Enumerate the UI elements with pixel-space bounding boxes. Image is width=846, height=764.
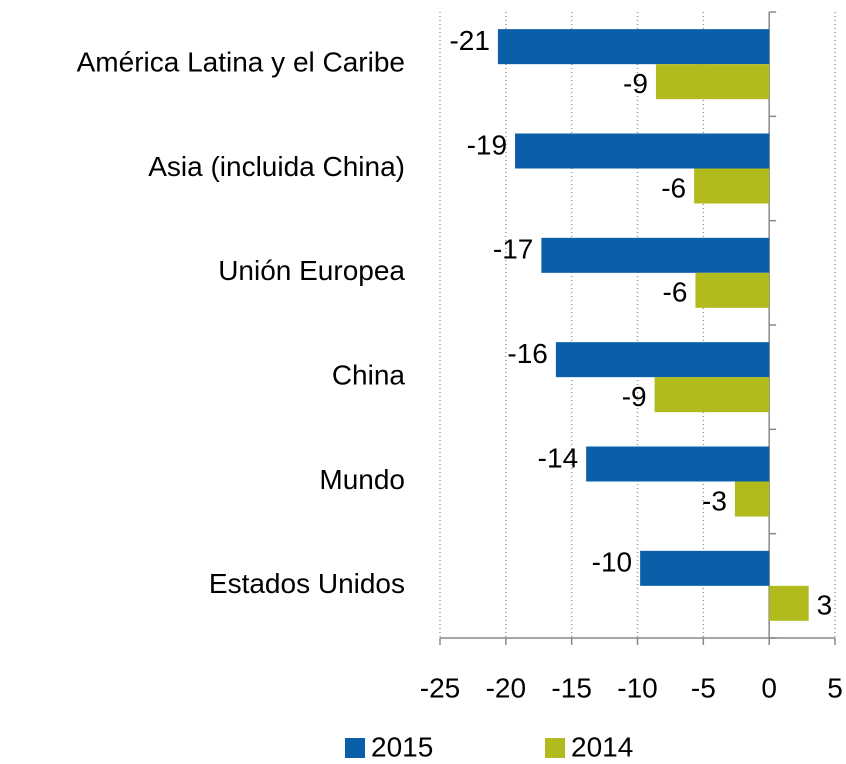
data-label: -16 [507, 338, 547, 369]
y-tick-label: Asia (incluida China) [148, 151, 405, 182]
y-tick-label: Mundo [319, 464, 405, 495]
x-tick-label: 5 [827, 672, 843, 703]
y-tick-label: Unión Europea [218, 255, 405, 286]
legend-label: 2015 [371, 731, 433, 762]
data-label: -9 [623, 68, 648, 99]
y-tick-label: Estados Unidos [209, 568, 405, 599]
bar [734, 481, 770, 517]
x-tick-label: 0 [761, 672, 777, 703]
x-tick-label: -10 [617, 672, 657, 703]
bar [695, 272, 770, 308]
bar [555, 342, 770, 378]
y-tick-label: China [332, 360, 406, 391]
bar [541, 237, 770, 273]
bar [655, 64, 770, 100]
x-tick-label: -20 [486, 672, 526, 703]
data-label: -21 [449, 25, 489, 56]
bar [497, 29, 770, 65]
x-tick-label: -25 [420, 672, 460, 703]
x-tick-label: -15 [551, 672, 591, 703]
data-label: -3 [702, 485, 727, 516]
bar [586, 446, 770, 482]
bar [640, 550, 770, 586]
legend-swatch [345, 738, 365, 758]
bar [654, 377, 770, 413]
y-tick-label: América Latina y el Caribe [77, 47, 405, 78]
legend-swatch [545, 738, 565, 758]
legend-label: 2014 [571, 731, 633, 762]
data-label: -14 [538, 442, 578, 473]
data-label: -10 [592, 547, 632, 578]
data-label: -9 [622, 381, 647, 412]
data-label: -6 [661, 172, 686, 203]
x-tick-label: -5 [691, 672, 716, 703]
bar [769, 585, 809, 621]
bar [515, 133, 770, 169]
data-label: -19 [467, 129, 507, 160]
data-label: -17 [493, 234, 533, 265]
bar [694, 168, 770, 204]
data-label: -6 [663, 277, 688, 308]
data-label: 3 [817, 590, 833, 621]
